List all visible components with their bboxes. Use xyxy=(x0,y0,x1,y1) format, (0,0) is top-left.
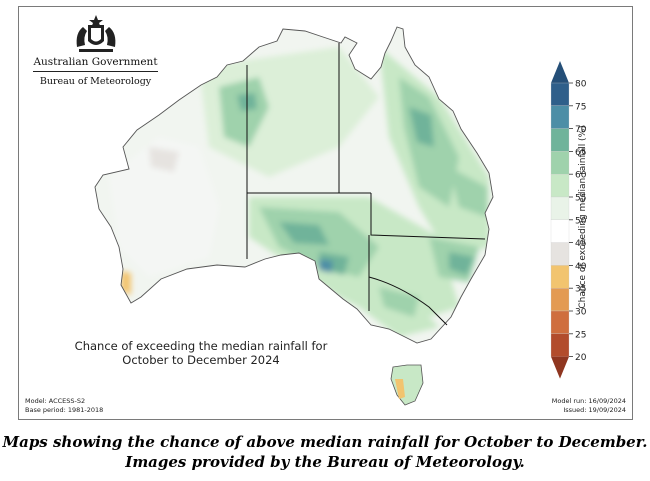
state-borders xyxy=(246,43,486,326)
government-name: Australian Government xyxy=(33,56,158,68)
legend-tick-label: 25 xyxy=(575,330,586,340)
legend-swatch xyxy=(550,288,570,312)
legend-swatch xyxy=(550,333,570,357)
legend-swatch xyxy=(550,310,570,334)
rainfall-outlook-map: 80 75 70 65 60 55 50 45 40 35 30 25 20 Australian Go… xyxy=(18,6,633,420)
image-caption: Maps showing the chance of above median … xyxy=(2,433,648,471)
issued-label: Issued: 19/09/2024 xyxy=(563,406,626,414)
map-title-line1: Chance of exceeding the median rainfall … xyxy=(74,339,328,353)
coastline xyxy=(94,26,494,344)
legend-tick-label: 80 xyxy=(575,80,587,90)
model-label: Model: ACCESS-S2 xyxy=(25,397,86,405)
government-logo: Australian Government Bureau of Meteorol… xyxy=(33,13,158,88)
legend-tick-label: 40 xyxy=(575,262,587,272)
legend-tick-label: 60 xyxy=(575,171,587,181)
mainland-shading xyxy=(95,27,493,343)
legend-tick-label: 75 xyxy=(575,102,586,112)
model-run-label: Model run: 16/09/2024 xyxy=(551,397,626,405)
legend-swatch xyxy=(550,219,570,243)
australia-map: 80 75 70 65 60 55 50 45 40 35 30 25 20 xyxy=(94,26,587,406)
legend-colorbar: 80 75 70 65 60 55 50 45 40 35 30 25 20 xyxy=(550,61,587,379)
commonwealth-coat-of-arms-icon xyxy=(76,15,115,52)
legend-tick-label: 20 xyxy=(575,353,587,363)
legend-swatch xyxy=(550,151,570,175)
model-info: Model: ACCESS-S2 Base period: 1981-2018 xyxy=(25,397,103,415)
tasmania xyxy=(390,364,424,406)
legend-arrow-bottom xyxy=(551,356,569,379)
legend-tick-label: 35 xyxy=(575,285,586,295)
legend-tick-label: 50 xyxy=(575,216,587,226)
legend-tick-label: 65 xyxy=(575,148,586,158)
run-info: Model run: 16/09/2024 Issued: 19/09/2024 xyxy=(552,397,626,415)
legend-swatch xyxy=(550,196,570,220)
legend-tick-label: 30 xyxy=(575,308,587,318)
legend-swatch xyxy=(550,265,570,289)
map-title-line2: October to December 2024 xyxy=(122,353,280,367)
legend-swatch xyxy=(550,105,570,129)
legend-swatch xyxy=(550,82,570,106)
map-title: Chance of exceeding the median rainfall … xyxy=(55,339,347,367)
legend-title: Chance of exceeding median rainfall (%) xyxy=(578,125,588,309)
base-period-label: Base period: 1981-2018 xyxy=(25,406,104,414)
legend-tick-label: 70 xyxy=(575,125,587,135)
legend-swatch xyxy=(550,242,570,266)
legend-swatch xyxy=(550,128,570,152)
agency-name: Bureau of Meteorology xyxy=(33,71,158,88)
legend-arrow-top xyxy=(551,61,569,83)
legend-swatch xyxy=(550,174,570,198)
legend-tick-label: 45 xyxy=(575,239,586,249)
legend-tick-label: 55 xyxy=(575,194,586,204)
